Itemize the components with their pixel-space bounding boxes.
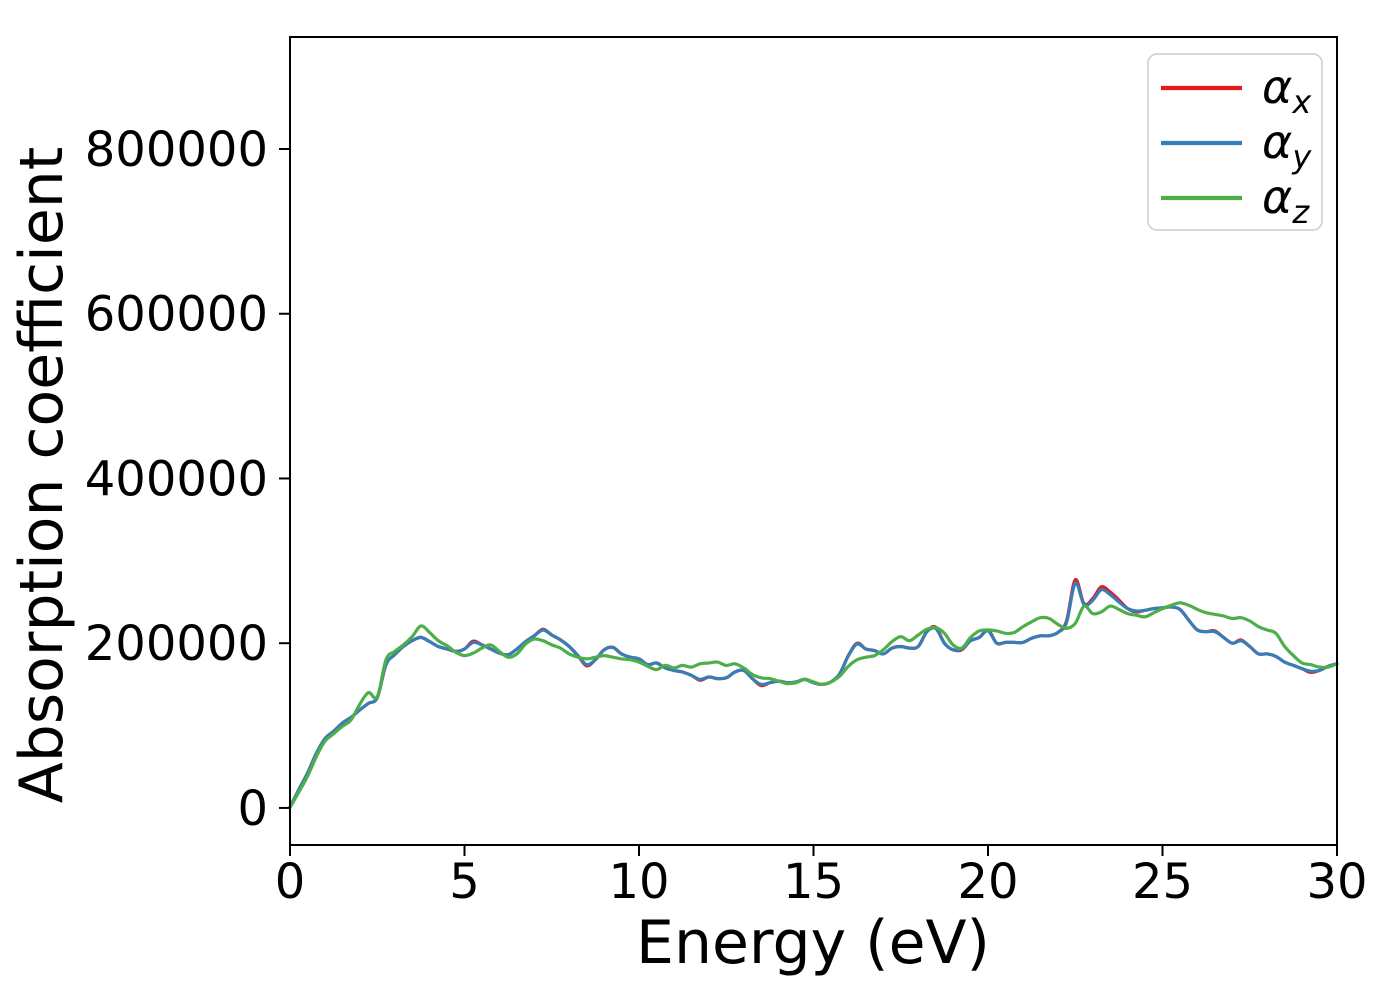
y-axis-ticks: 0 200000 400000 600000 800000	[85, 122, 290, 837]
y-tick-label: 600000	[85, 287, 268, 343]
x-tick-label: 15	[783, 854, 844, 910]
series-line-alpha_z	[288, 601, 1339, 810]
x-tick-label: 5	[449, 854, 480, 910]
y-tick-label: 400000	[85, 451, 268, 507]
y-tick-label: 800000	[85, 122, 268, 178]
x-tick-label: 30	[1306, 854, 1367, 910]
x-axis-label: Energy (eV)	[636, 908, 990, 978]
x-tick-label: 0	[275, 854, 306, 910]
y-tick-label: 200000	[85, 616, 268, 672]
y-tick-label: 0	[237, 781, 268, 837]
legend-label-x: αx	[1262, 60, 1312, 121]
legend-label-y: αy	[1262, 115, 1312, 176]
series-line-alpha_y	[288, 581, 1339, 809]
x-tick-label: 25	[1132, 854, 1193, 910]
y-axis-label: Absorption coefficient	[7, 147, 77, 804]
series-group	[288, 578, 1339, 810]
legend-label-z: αz	[1262, 170, 1310, 231]
series-line-alpha_x	[288, 578, 1339, 809]
x-tick-label: 10	[608, 854, 669, 910]
x-tick-label: 20	[957, 854, 1018, 910]
x-axis-ticks: 0 5 10 15 20 25 30	[275, 845, 1368, 910]
